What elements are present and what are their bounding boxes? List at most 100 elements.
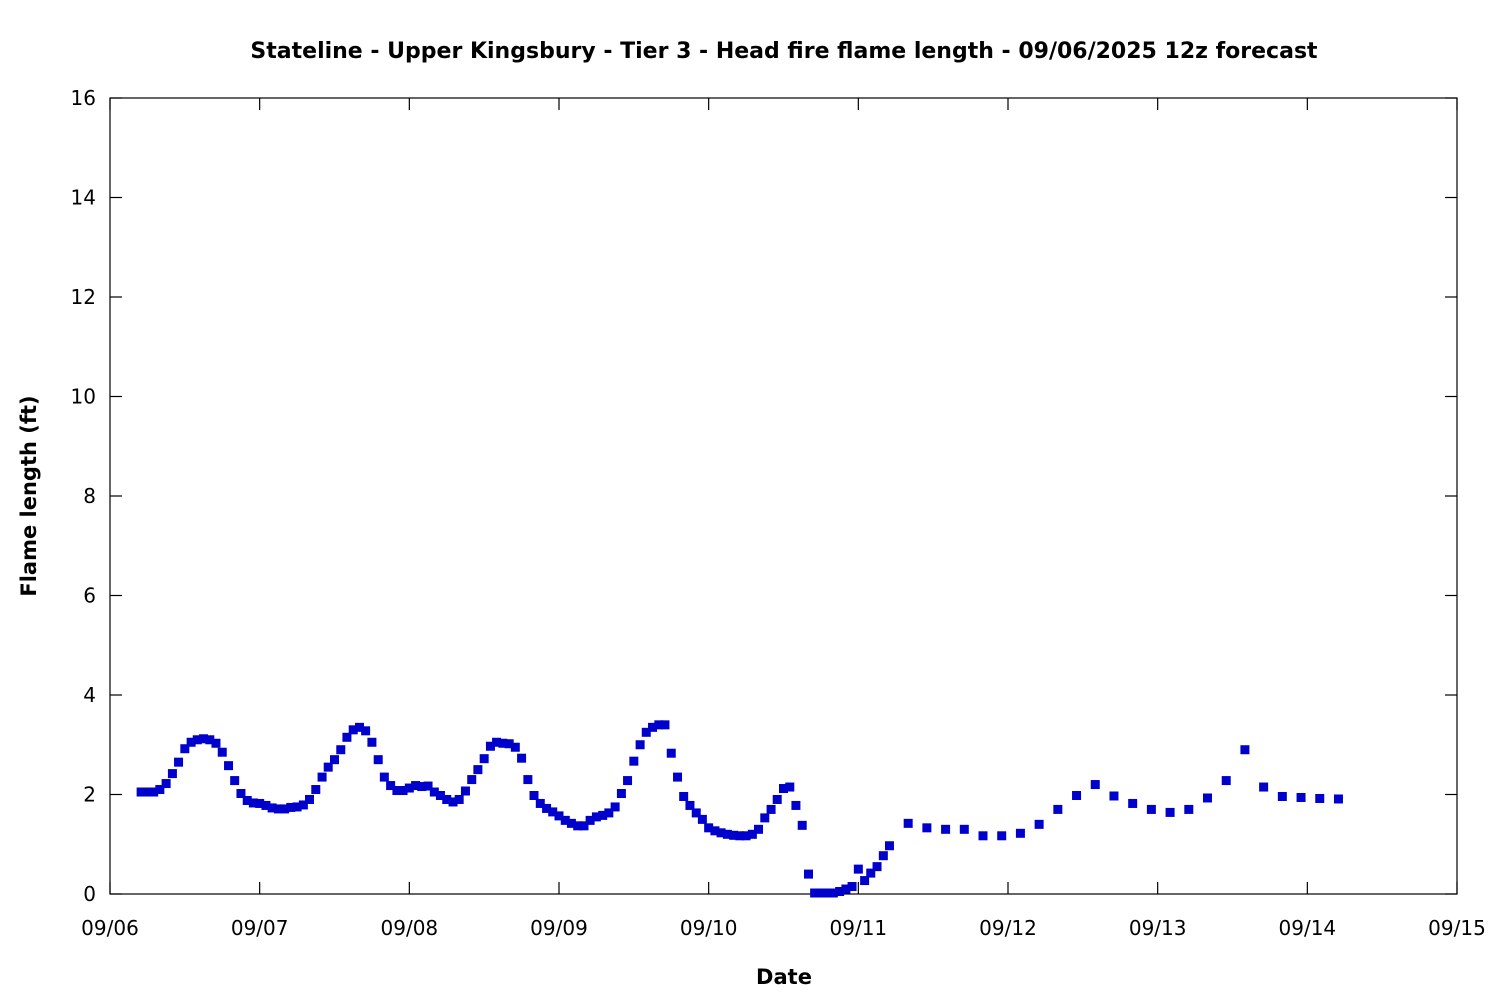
data-point xyxy=(348,725,358,735)
x-tick-label: 09/11 xyxy=(830,916,888,940)
data-point xyxy=(330,755,339,765)
data-point xyxy=(311,785,321,795)
data-point xyxy=(860,876,870,886)
data-point xyxy=(579,821,589,831)
data-point xyxy=(367,737,377,747)
data-point xyxy=(398,786,408,796)
data-point xyxy=(1315,793,1325,803)
data-point xyxy=(735,831,745,841)
data-point xyxy=(710,826,720,836)
y-tick-label: 12 xyxy=(71,285,96,309)
data-point xyxy=(404,783,414,793)
data-point xyxy=(510,742,520,752)
x-tick-label: 09/08 xyxy=(381,916,439,940)
data-point xyxy=(373,755,383,765)
data-point xyxy=(1333,794,1343,804)
data-point xyxy=(785,782,795,792)
data-point xyxy=(623,776,633,786)
data-point xyxy=(604,808,614,818)
data-point xyxy=(548,807,558,817)
data-point xyxy=(1240,745,1250,755)
data-point xyxy=(1259,782,1269,792)
data-point xyxy=(1053,804,1063,814)
data-point xyxy=(267,803,277,813)
data-point xyxy=(167,769,177,779)
data-point xyxy=(342,732,352,742)
data-point xyxy=(255,798,265,808)
data-point xyxy=(1203,793,1213,803)
data-point xyxy=(866,868,876,878)
x-tick-label: 09/13 xyxy=(1129,916,1187,940)
y-axis: 0 2 4 6 8 10 12 14 16 xyxy=(71,86,1457,906)
data-point xyxy=(224,761,234,771)
y-tick-label: 2 xyxy=(83,783,96,807)
data-point xyxy=(1221,776,1231,786)
data-point xyxy=(660,720,670,730)
data-point xyxy=(941,824,951,834)
x-tick-label: 09/09 xyxy=(530,916,588,940)
data-point xyxy=(598,810,608,820)
data-point xyxy=(616,789,626,799)
data-point xyxy=(779,784,788,794)
data-point xyxy=(560,815,570,825)
data-point xyxy=(136,787,146,797)
y-tick-label: 14 xyxy=(71,186,96,210)
y-tick-label: 16 xyxy=(71,86,96,110)
y-tick-label: 0 xyxy=(83,882,96,906)
data-point xyxy=(729,830,739,840)
data-point xyxy=(155,785,165,795)
x-tick-label: 09/14 xyxy=(1279,916,1337,940)
data-point xyxy=(566,818,576,828)
data-point xyxy=(448,797,458,807)
data-point xyxy=(816,888,826,898)
y-tick-label: 8 xyxy=(83,484,96,508)
data-point xyxy=(417,782,427,792)
data-point xyxy=(704,823,714,833)
data-point xyxy=(841,884,851,894)
data-point xyxy=(716,828,726,838)
y-tick-label: 4 xyxy=(83,683,96,707)
data-point xyxy=(423,781,433,791)
data-point xyxy=(828,888,838,898)
data-point xyxy=(236,789,246,799)
data-point xyxy=(286,802,296,812)
data-point xyxy=(361,726,371,736)
data-point xyxy=(797,820,807,830)
y-tick-label: 10 xyxy=(71,385,96,409)
data-point xyxy=(810,888,820,898)
data-point xyxy=(1277,791,1287,801)
data-point xyxy=(460,786,470,796)
data-point xyxy=(1165,807,1175,817)
data-point xyxy=(878,851,888,861)
data-point xyxy=(535,798,545,808)
x-tick-label: 09/15 xyxy=(1428,916,1486,940)
data-point xyxy=(610,802,620,812)
data-point xyxy=(211,738,221,748)
data-point xyxy=(673,772,683,782)
data-point xyxy=(691,808,701,818)
data-point xyxy=(1072,790,1082,800)
data-series xyxy=(136,720,1343,898)
y-axis-label: Flame length (ft) xyxy=(17,395,41,596)
data-point xyxy=(872,862,882,872)
x-tick-label: 09/12 xyxy=(979,916,1037,940)
data-point xyxy=(273,804,283,814)
data-point xyxy=(379,772,389,782)
data-point xyxy=(149,787,159,797)
data-point xyxy=(323,762,333,772)
data-point xyxy=(454,794,464,804)
data-point xyxy=(354,722,364,732)
data-point xyxy=(199,734,209,744)
data-point xyxy=(411,781,421,791)
data-point xyxy=(1128,798,1138,808)
data-point xyxy=(847,882,857,892)
chart-title: Stateline - Upper Kingsbury - Tier 3 - H… xyxy=(250,39,1318,64)
data-point xyxy=(392,786,402,796)
data-point xyxy=(542,803,552,813)
data-point xyxy=(473,765,483,775)
data-point xyxy=(230,776,240,786)
data-point xyxy=(760,813,770,823)
data-point xyxy=(803,869,813,879)
data-point xyxy=(298,800,308,810)
